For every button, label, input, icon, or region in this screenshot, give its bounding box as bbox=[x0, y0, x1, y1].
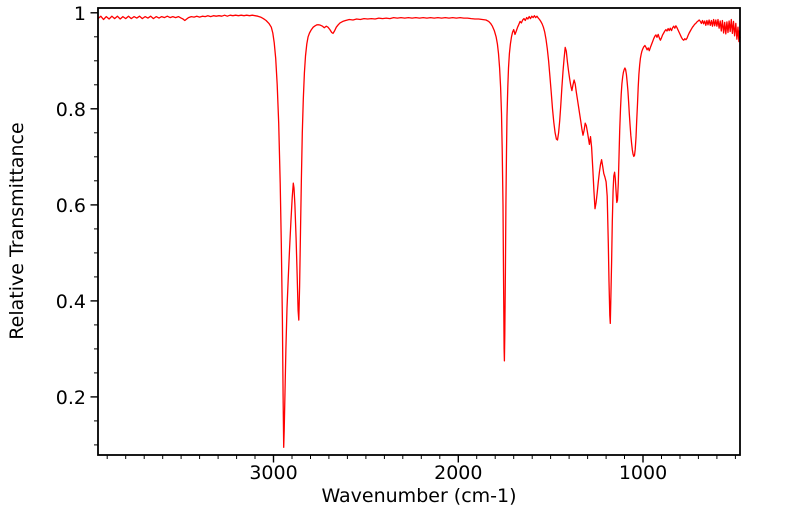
plot-frame bbox=[97, 7, 741, 456]
y-axis-label: Relative Transmittance bbox=[6, 122, 28, 340]
y-tick-label: 0.6 bbox=[56, 195, 86, 217]
y-tick-label: 0.8 bbox=[56, 99, 86, 121]
y-tick-label: 0.4 bbox=[56, 291, 86, 313]
y-tick-label: 0.2 bbox=[56, 387, 86, 409]
y-tick-label: 1 bbox=[74, 3, 86, 25]
x-axis: 3000 2000 1000 bbox=[106, 455, 736, 484]
x-tick-label: 2000 bbox=[434, 462, 482, 484]
x-tick-label: 3000 bbox=[249, 462, 297, 484]
x-axis-label: Wavenumber (cm-1) bbox=[321, 485, 517, 507]
y-axis: 0.2 0.4 0.6 0.8 1 bbox=[56, 3, 98, 446]
x-tick-label: 1000 bbox=[619, 462, 667, 484]
spectrum-curve bbox=[97, 14, 741, 448]
